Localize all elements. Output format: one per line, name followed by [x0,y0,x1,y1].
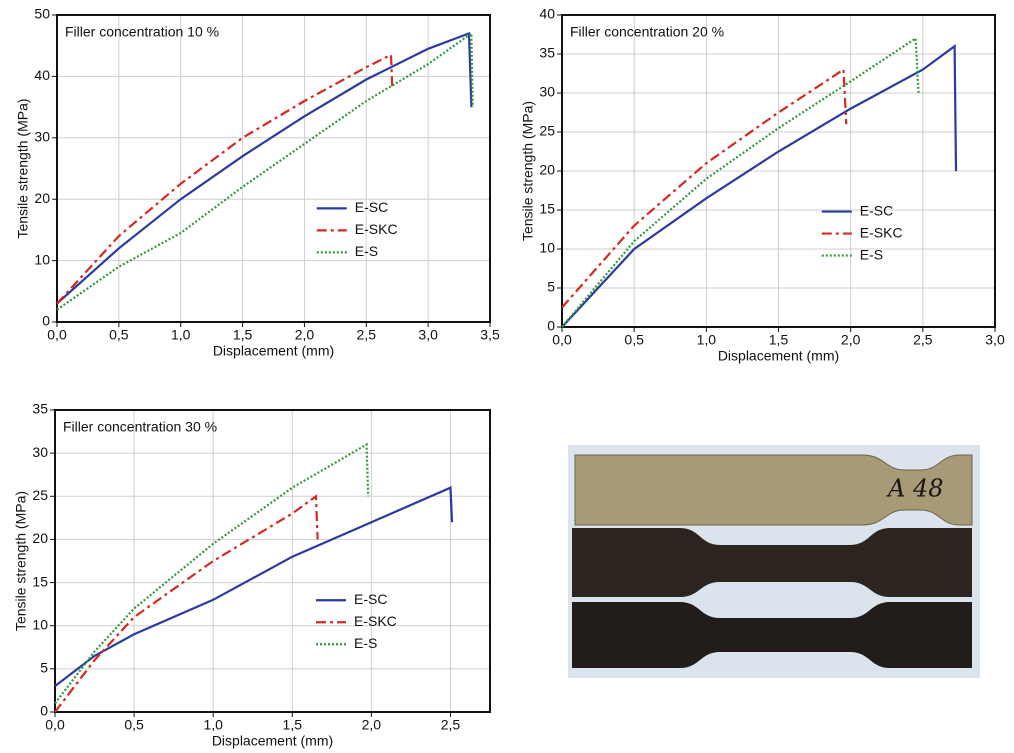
x-tick-label: 0,0 [47,327,67,343]
legend-label: E-SKC [355,221,398,237]
y-tick-label: 25 [539,123,555,139]
data-line [56,31,473,305]
y-tick-label: 10 [34,251,50,267]
x-tick-label: 2,0 [295,327,315,343]
x-axis-label: Displacement (mm) [212,733,333,749]
y-tick-label: 40 [34,67,50,83]
x-tick-label: 3,0 [418,327,438,343]
y-tick-label: 5 [547,279,555,295]
y-tick-label: 50 [34,6,50,22]
y-tick-label: 20 [34,190,50,206]
x-tick-label: 1,5 [769,332,789,348]
legend-label: E-SC [354,591,387,607]
x-tick-label: 1,0 [203,717,223,733]
legend-label: E-SKC [860,224,903,240]
annotation: Filler concentration 20 % [570,24,724,40]
plot-frame [54,409,491,713]
specimen-photo: A 48 [568,445,980,678]
data-line [561,44,958,328]
x-tick-label: 1,0 [171,327,191,343]
y-tick-label: 15 [32,573,48,589]
y-axis-label: Tensile strength (MPa) [13,491,29,631]
y-tick-label: 0 [547,318,555,334]
y-tick-label: 40 [539,6,555,22]
x-tick-label: 2,5 [357,327,377,343]
x-tick-label: 2,0 [362,717,382,733]
data-line [56,53,394,305]
annotation: Filler concentration 30 % [63,419,217,435]
chart: 0,0 0,5 1,0 1,5 2,0 2,5 3,0 0 5 10 15 20 25 30 35 40 Fil… [520,6,1005,364]
y-tick-label: 30 [32,444,48,460]
specimen [574,454,973,526]
specimen [572,528,972,597]
y-tick-label: 20 [539,162,555,178]
x-tick-label: 1,0 [697,332,717,348]
specimen [572,602,972,668]
chart: 0,0 0,5 1,0 1,5 2,0 2,5 3,0 3,5 0 10 20 30 40 50 Fille… [15,6,500,359]
y-tick-label: 0 [40,703,48,719]
x-tick-label: 0,0 [552,332,572,348]
plot-frame [56,14,491,323]
x-tick-label: 1,5 [233,327,253,343]
data-line [56,31,474,311]
y-axis-label: Tensile strength (MPa) [15,98,31,238]
plot-frame [561,14,996,328]
x-tick-label: 3,0 [985,332,1005,348]
x-axis-label: Displacement (mm) [213,343,334,359]
y-axis-label: Tensile strength (MPa) [520,101,536,241]
x-tick-label: 0,5 [109,327,129,343]
data-line [54,486,454,687]
legend-label: E-SC [355,199,388,215]
chart: 0,0 0,5 1,0 1,5 2,0 2,5 0 5 10 15 20 25 30 35 Filler c… [13,401,491,749]
legend-label: E-SKC [354,613,397,629]
y-tick-label: 35 [32,401,48,417]
data-line [54,494,319,713]
annotation: Filler concentration 10 % [65,24,219,40]
data-line [561,67,848,309]
data-line [54,442,370,705]
data-line [561,36,920,328]
x-tick-label: 0,5 [624,332,644,348]
x-tick-label: 3,5 [480,327,500,343]
x-tick-label: 2,5 [913,332,933,348]
y-tick-label: 10 [539,240,555,256]
y-tick-label: 0 [42,313,50,329]
y-tick-label: 35 [539,45,555,61]
y-tick-label: 20 [32,530,48,546]
y-tick-label: 15 [539,201,555,217]
legend-label: E-S [355,243,378,259]
legend-label: E-S [354,635,377,651]
y-tick-label: 25 [32,487,48,503]
y-tick-label: 10 [32,616,48,632]
y-tick-label: 5 [40,660,48,676]
x-tick-label: 2,0 [841,332,861,348]
x-tick-label: 0,5 [124,717,144,733]
legend-label: E-SC [860,202,893,218]
x-tick-label: 0,0 [45,717,65,733]
x-axis-label: Displacement (mm) [718,348,839,364]
legend-label: E-S [860,246,883,262]
x-tick-label: 2,5 [441,717,461,733]
y-tick-label: 30 [34,129,50,145]
x-tick-label: 1,5 [283,717,303,733]
y-tick-label: 30 [539,84,555,100]
specimen-label: A 48 [886,475,944,503]
